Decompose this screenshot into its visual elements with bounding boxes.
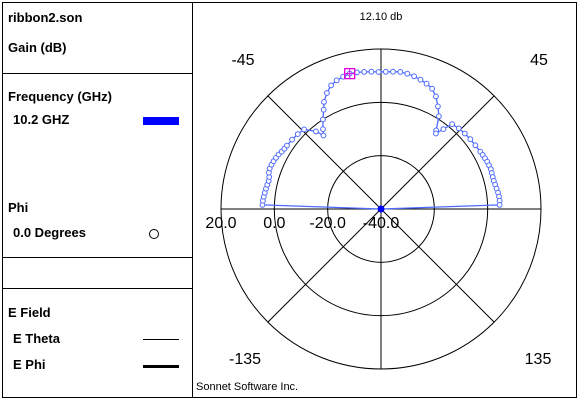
data-point: [449, 121, 456, 128]
phi-value[interactable]: 0.0 Degrees: [13, 225, 86, 240]
data-point: [423, 80, 430, 87]
angle-label-top-right: 45: [530, 52, 548, 69]
efield-header: E Field: [8, 305, 51, 320]
file-section: ribbon2.son Gain (dB): [3, 3, 192, 74]
data-point: [411, 73, 418, 80]
data-point: [390, 68, 396, 75]
data-point: [404, 70, 411, 77]
data-point: [333, 77, 340, 84]
grid-spoke-45: [380, 95, 495, 210]
grid-spoke-315: [267, 95, 382, 210]
max-gain-label: 12.10 db: [360, 11, 403, 23]
data-point: [320, 126, 326, 133]
ephi-line-icon: [143, 365, 179, 368]
data-point: [429, 85, 436, 92]
data-point: [368, 68, 375, 75]
data-point: [496, 202, 503, 208]
data-point: [461, 130, 468, 137]
radial-tick-label: 20.0: [205, 215, 236, 232]
data-point: [436, 113, 442, 120]
data-point: [397, 69, 404, 75]
data-point: [321, 99, 327, 105]
radial-tick-label: -40.0: [363, 215, 400, 232]
data-point: [375, 69, 382, 75]
radial-tick-label: 0.0: [263, 215, 285, 232]
grid-spoke-225: [267, 208, 382, 323]
frequency-value[interactable]: 10.2 GHZ: [13, 112, 70, 127]
polar-plot: 12.10 db -45 45 -135 135 Sonnet Software…: [196, 11, 551, 393]
data-point: [320, 106, 327, 113]
data-point: [455, 125, 462, 132]
data-point: [320, 132, 327, 139]
grid-spoke-135: [380, 208, 495, 323]
angle-label-top-left: -45: [231, 52, 254, 69]
data-point: [440, 126, 447, 132]
frequency-phi-section: Frequency (GHz) 10.2 GHZ Phi 0.0 Degrees: [3, 74, 192, 258]
data-point: [472, 142, 479, 149]
file-name: ribbon2.son: [8, 10, 83, 25]
quantity-label: Gain (dB): [8, 40, 67, 55]
radial-tick-label: -20.0: [309, 215, 346, 232]
data-point: [435, 103, 441, 110]
empty-section: [3, 258, 192, 289]
data-point: [324, 90, 330, 96]
data-point: [284, 142, 290, 149]
angle-label-bottom-left: -135: [229, 351, 261, 368]
data-point: [328, 82, 335, 89]
chart-window: ribbon2.son Gain (dB) Frequency (GHz) 10…: [2, 2, 577, 398]
etheta-line-icon: [143, 339, 179, 340]
data-point: [294, 131, 301, 138]
data-point: [467, 136, 474, 143]
gain-trace: [259, 67, 503, 213]
frequency-color-swatch: [143, 117, 179, 125]
data-point: [319, 116, 326, 123]
data-point: [382, 68, 389, 75]
data-point: [433, 130, 439, 137]
center-dot: [377, 205, 385, 213]
ephi-label: E Phi: [13, 357, 46, 372]
data-point: [417, 76, 424, 83]
data-point: [313, 128, 319, 135]
phi-header: Phi: [8, 200, 29, 215]
data-point: [361, 69, 368, 75]
frequency-header: Frequency (GHz): [8, 89, 113, 104]
etheta-label: E Theta: [13, 331, 60, 346]
legend-panel: ribbon2.son Gain (dB) Frequency (GHz) 10…: [3, 3, 193, 397]
angle-label-bottom-right: 135: [525, 351, 552, 368]
radial-tick-labels: 20.0 0.0 -20.0 -40.0: [205, 215, 399, 232]
data-point: [289, 136, 295, 143]
efield-section: E Field E Theta E Phi: [3, 289, 192, 397]
data-point: [301, 126, 307, 133]
data-point: [433, 93, 439, 100]
circle-icon: [149, 229, 159, 239]
footer-credit: Sonnet Software Inc.: [196, 381, 298, 393]
plot-labels: 12.10 db -45 45 -135 135 Sonnet Software…: [196, 11, 551, 393]
